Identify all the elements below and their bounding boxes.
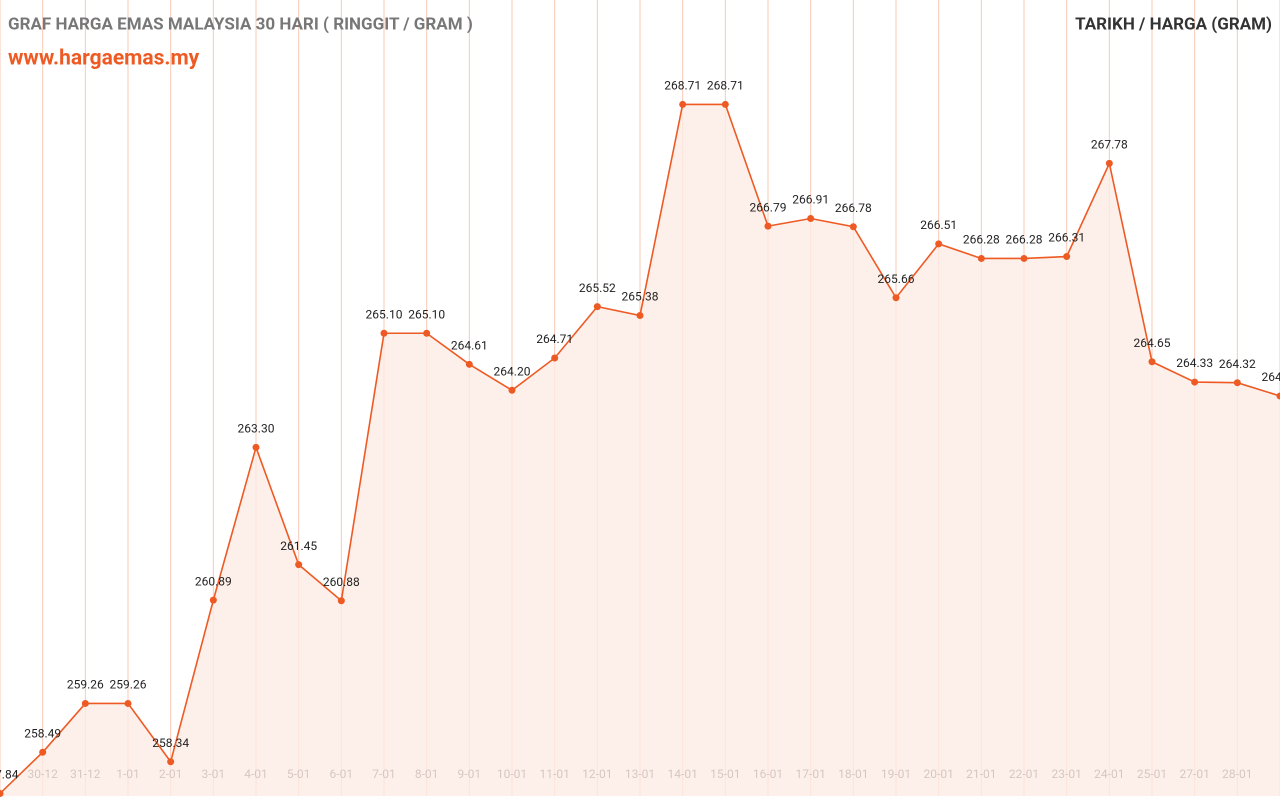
value-label: 259.26 [110, 678, 147, 692]
value-label: 258.34 [152, 736, 189, 750]
value-label: 261.45 [280, 539, 317, 553]
point [380, 329, 388, 337]
point [1148, 358, 1156, 366]
point [849, 223, 857, 231]
value-label: 266.31 [1048, 231, 1085, 245]
point [167, 758, 175, 766]
value-label: 267.78 [1091, 138, 1128, 152]
legend-title: TARIKH / HARGA (GRAM) [1075, 14, 1272, 34]
point [551, 354, 559, 362]
point [39, 748, 47, 756]
value-label: 266.91 [792, 193, 829, 207]
point [81, 699, 89, 707]
value-label: 264.71 [536, 332, 573, 346]
point [465, 360, 473, 368]
point [1105, 159, 1113, 167]
value-label: 264.65 [1134, 336, 1171, 350]
value-label: 260.88 [323, 575, 360, 589]
point [1191, 378, 1199, 386]
chart-subtitle: www.hargaemas.my [8, 47, 200, 71]
value-label: 266.28 [1006, 233, 1043, 247]
point [679, 100, 687, 108]
point [209, 596, 217, 604]
point [721, 100, 729, 108]
point [977, 254, 985, 262]
point [1233, 379, 1241, 387]
value-label: 266.78 [835, 201, 872, 215]
value-label: 264.20 [494, 364, 531, 378]
point [764, 222, 772, 230]
value-label: 264.11 [1262, 370, 1280, 384]
point [807, 215, 815, 223]
point [1063, 253, 1071, 261]
point [636, 312, 644, 320]
point [124, 699, 132, 707]
point [935, 240, 943, 248]
value-label: 265.38 [622, 290, 659, 304]
value-label: 263.30 [238, 422, 275, 436]
value-label: 265.66 [878, 272, 915, 286]
value-label: 260.89 [195, 574, 232, 588]
value-label: 268.71 [664, 79, 701, 93]
value-label: 266.51 [920, 218, 957, 232]
point [252, 443, 260, 451]
value-label: 265.10 [408, 307, 445, 321]
point [423, 329, 431, 337]
point [892, 294, 900, 302]
chart-title: GRAF HARGA EMAS MALAYSIA 30 HARI ( RINGG… [8, 14, 473, 34]
area [0, 104, 1280, 797]
value-label: 266.79 [750, 200, 787, 214]
value-label: 268.71 [707, 79, 744, 93]
value-label: 258.49 [24, 726, 61, 740]
point [1020, 254, 1028, 262]
value-label: 264.32 [1219, 357, 1256, 371]
point [0, 789, 4, 797]
point [508, 386, 516, 394]
value-label: 265.52 [579, 281, 616, 295]
value-label: 257.84 [0, 768, 19, 782]
value-label: 259.26 [67, 678, 104, 692]
value-label: 265.10 [366, 307, 403, 321]
value-label: 264.61 [451, 338, 488, 352]
value-label: 264.33 [1176, 356, 1213, 370]
value-label: 266.28 [963, 233, 1000, 247]
point [1276, 392, 1280, 400]
point [593, 303, 601, 311]
point [295, 561, 303, 569]
plot: 257.84 258.49 259.26 259.26 258.34 260.89 263.… [0, 79, 1280, 797]
point [337, 597, 345, 605]
